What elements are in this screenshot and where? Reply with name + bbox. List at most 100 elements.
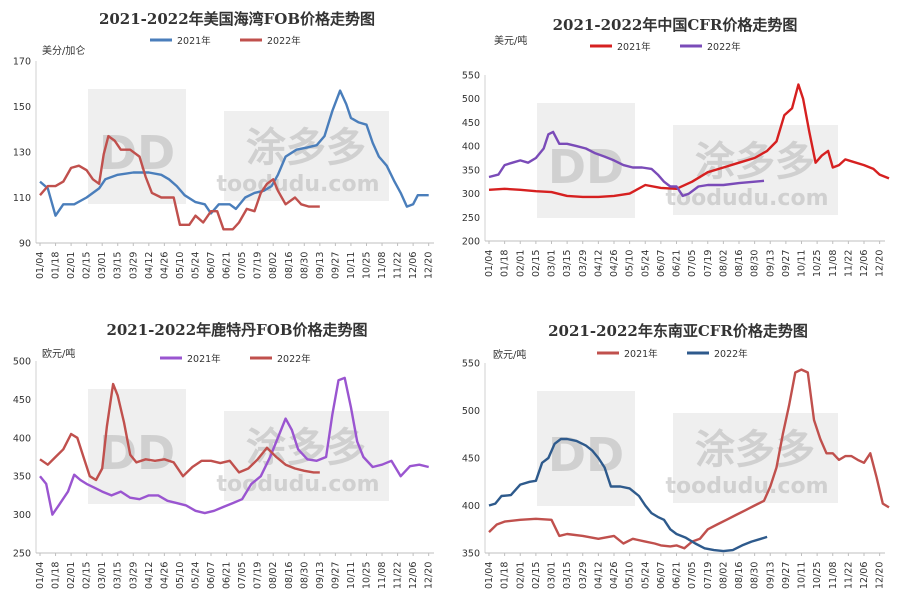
x-tick-label: 11/22 <box>843 562 854 589</box>
x-tick-label: 11/08 <box>377 252 388 279</box>
x-tick-label: 02/15 <box>531 250 542 277</box>
x-tick-label: 08/30 <box>750 562 761 589</box>
y-tick-label: 450 <box>462 118 480 129</box>
x-tick-label: 03/15 <box>562 250 573 277</box>
x-tick-label: 01/18 <box>500 250 511 277</box>
x-tick-label: 09/13 <box>765 562 776 589</box>
x-tick-label: 04/26 <box>159 562 170 589</box>
x-tick-label: 12/20 <box>424 252 435 279</box>
x-tick-label: 01/18 <box>51 562 62 589</box>
y-tick-label: 250 <box>13 549 31 560</box>
x-tick-label: 04/12 <box>144 562 155 589</box>
x-tick-label: 07/19 <box>253 562 264 589</box>
x-tick-label: 11/08 <box>828 562 839 589</box>
watermark-box-right <box>224 111 389 201</box>
x-tick-label: 08/16 <box>284 252 295 279</box>
x-tick-label: 07/19 <box>703 250 714 277</box>
x-tick-label: 12/06 <box>408 562 419 589</box>
y-tick-label: 350 <box>462 165 480 176</box>
x-tick-label: 05/10 <box>175 562 186 589</box>
x-tick-label: 09/13 <box>315 562 326 589</box>
x-tick-label: 05/10 <box>625 562 636 589</box>
x-tick-label: 08/30 <box>299 252 310 279</box>
x-tick-label: 07/05 <box>687 250 698 277</box>
legend: 2021年 2022年 <box>597 348 748 360</box>
y-tick-label: 500 <box>462 94 480 105</box>
watermark-logo: DD <box>99 426 175 480</box>
watermark-site: toodudu.com <box>665 474 828 499</box>
series-line-1 <box>488 83 890 199</box>
legend: 2021年 2022年 <box>150 35 301 47</box>
y-tick-label: 250 <box>462 213 480 224</box>
y-tick-label: 400 <box>462 501 480 512</box>
x-tick-label: 10/11 <box>797 250 808 277</box>
watermark-logo: DD <box>548 428 624 482</box>
x-tick-label: 12/20 <box>875 562 886 589</box>
series-line-2 <box>488 130 765 198</box>
x-tick-label: 11/08 <box>828 250 839 277</box>
x-tick-label: 10/11 <box>797 562 808 589</box>
watermark-site: toodudu.com <box>216 172 379 197</box>
y-tick-label: 400 <box>462 142 480 153</box>
x-tick-label: 06/07 <box>206 252 217 279</box>
x-tick-label: 11/08 <box>377 562 388 589</box>
x-tick-label: 01/18 <box>500 562 511 589</box>
x-tick-label: 06/21 <box>672 250 683 277</box>
x-tick-label: 02/01 <box>66 562 77 589</box>
x-tick-label: 09/13 <box>315 252 326 279</box>
x-tick-label: 01/04 <box>35 562 46 589</box>
x-tick-label: 04/12 <box>593 250 604 277</box>
watermark-site: toodudu.com <box>665 186 828 211</box>
y-tick-label: 200 <box>462 237 480 248</box>
x-tick-label: 10/25 <box>812 250 823 277</box>
watermark-logo: DD <box>99 126 175 180</box>
x-tick-label: 03/15 <box>113 562 124 589</box>
series-line-2 <box>39 134 320 231</box>
x-tick-label: 06/21 <box>222 252 233 279</box>
y-tick-label: 400 <box>13 433 31 444</box>
x-tick-label: 09/13 <box>765 250 776 277</box>
y-axis-unit: 美元/吨 <box>494 34 527 47</box>
chart-title: 2021-2022年鹿特丹FOB价格走势图 <box>106 321 367 339</box>
x-tick-label: 04/26 <box>159 252 170 279</box>
x-tick-label: 02/15 <box>82 562 93 589</box>
x-tick-label: 05/24 <box>190 562 201 589</box>
y-tick-label: 500 <box>462 406 480 417</box>
y-tick-label: 350 <box>462 549 480 560</box>
x-tick-label: 07/05 <box>237 562 248 589</box>
x-tick-label: 02/01 <box>515 250 526 277</box>
x-tick-label: 03/01 <box>97 252 108 279</box>
x-tick-label: 12/06 <box>859 562 870 589</box>
y-tick-label: 500 <box>13 357 31 368</box>
series-line-1 <box>488 368 890 550</box>
x-tick-label: 03/29 <box>578 562 589 589</box>
x-tick-label: 11/22 <box>393 562 404 589</box>
watermark-site: toodudu.com <box>216 472 379 497</box>
legend-label-1: 2021年 <box>624 348 658 360</box>
x-tick-label: 01/04 <box>35 252 46 279</box>
watermark-cn: 涂多多 <box>695 427 815 473</box>
x-tick-label: 10/11 <box>346 562 357 589</box>
x-tick-label: 03/01 <box>547 562 558 589</box>
x-tick-label: 04/26 <box>609 250 620 277</box>
x-tick-label: 03/29 <box>578 250 589 277</box>
x-tick-label: 02/15 <box>82 252 93 279</box>
y-tick-label: 550 <box>462 359 480 370</box>
x-tick-label: 03/01 <box>97 562 108 589</box>
legend-label-1: 2021年 <box>177 35 211 47</box>
x-tick-label: 10/11 <box>346 252 357 279</box>
y-axis-unit: 欧元/吨 <box>42 347 75 360</box>
x-tick-label: 05/24 <box>190 252 201 279</box>
x-tick-label: 01/04 <box>484 250 495 277</box>
x-tick-label: 07/05 <box>237 252 248 279</box>
x-tick-label: 09/27 <box>330 562 341 589</box>
x-tick-label: 08/16 <box>734 562 745 589</box>
x-tick-label: 08/16 <box>734 250 745 277</box>
x-tick-label: 11/22 <box>393 252 404 279</box>
y-tick-label: 170 <box>13 57 31 68</box>
y-axis-unit: 美分/加仑 <box>42 44 85 57</box>
series-line-2 <box>39 382 320 482</box>
series-line-1 <box>39 89 429 217</box>
